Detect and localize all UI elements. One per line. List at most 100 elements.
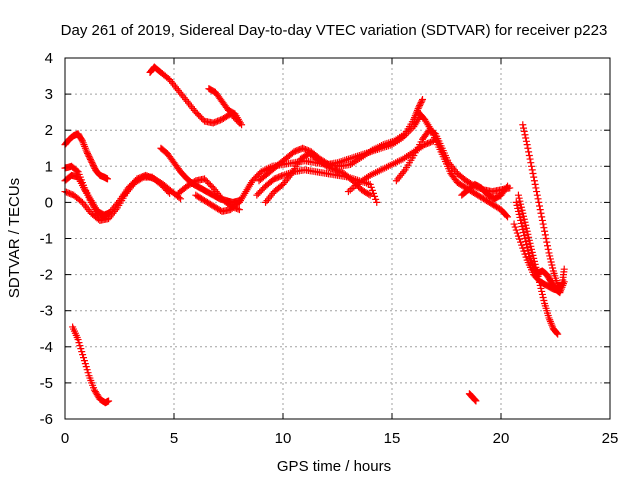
data-point (80, 354, 88, 362)
data-point (522, 224, 530, 232)
data-point (84, 149, 92, 157)
data-point (538, 290, 546, 298)
y-tick-label: -4 (40, 339, 53, 356)
y-tick-label: -6 (40, 411, 53, 428)
data-point (77, 345, 85, 353)
data-point (238, 121, 246, 129)
data-marks (61, 63, 568, 407)
data-point (516, 213, 524, 221)
y-tick-label: -1 (40, 231, 53, 248)
data-point (539, 220, 547, 228)
data-point (537, 284, 545, 292)
data-point (546, 252, 554, 260)
data-point (513, 201, 521, 209)
data-point (417, 99, 425, 107)
data-point (81, 360, 89, 368)
data-point (539, 293, 547, 301)
data-point (517, 203, 525, 211)
data-point (522, 221, 530, 229)
data-point (560, 278, 568, 286)
data-point (529, 170, 537, 178)
data-point (235, 206, 243, 214)
data-point (538, 216, 546, 224)
data-point (75, 339, 83, 347)
data-point (88, 158, 96, 166)
data-point (526, 239, 534, 247)
data-point (84, 369, 92, 377)
data-point (532, 184, 540, 192)
chart-title: Day 261 of 2019, Sidereal Day-to-day VTE… (61, 22, 608, 39)
data-point (542, 235, 550, 242)
series-arc-22 (510, 220, 564, 295)
data-point (373, 198, 381, 206)
data-point (540, 296, 548, 304)
data-point (514, 207, 522, 215)
data-point (83, 366, 91, 374)
data-point (511, 223, 519, 231)
x-axis-label: GPS time / hours (277, 458, 391, 475)
data-point (365, 190, 373, 198)
data-point (520, 212, 528, 220)
data-point (533, 188, 541, 196)
data-point (521, 218, 529, 226)
data-point (525, 233, 533, 241)
data-point (516, 197, 524, 205)
data-point (530, 177, 538, 185)
series-arc-7 (205, 85, 246, 129)
data-point (553, 329, 561, 337)
data-point (504, 182, 512, 190)
data-point (524, 230, 532, 238)
data-point (526, 155, 534, 163)
data-point (548, 261, 556, 269)
data-point (522, 253, 530, 261)
series-arc-5 (69, 323, 113, 407)
data-point (366, 180, 374, 188)
data-point (415, 103, 423, 111)
data-point (89, 161, 97, 169)
data-point (83, 148, 91, 156)
data-point (86, 155, 94, 163)
data-point (472, 397, 480, 405)
data-point (536, 206, 544, 214)
data-point (544, 245, 552, 253)
data-point (537, 209, 545, 217)
data-point (87, 157, 95, 165)
data-point (522, 238, 530, 246)
series-arc-16 (414, 108, 512, 221)
data-point (530, 173, 538, 181)
data-point (520, 231, 528, 239)
data-point (516, 235, 524, 243)
data-point (541, 227, 549, 235)
data-point (536, 202, 544, 210)
data-point (528, 245, 536, 253)
data-point (278, 172, 286, 180)
data-point (418, 97, 426, 105)
data-point (105, 209, 113, 217)
x-tick-label: 25 (602, 430, 619, 447)
y-tick-label: 2 (45, 122, 53, 139)
data-point (520, 127, 528, 135)
data-point (175, 194, 183, 202)
data-point (522, 241, 530, 249)
x-tick-label: 10 (275, 430, 292, 447)
data-point (517, 219, 525, 227)
data-point (534, 195, 542, 203)
data-point (528, 248, 536, 256)
data-point (543, 238, 551, 246)
data-point (416, 102, 424, 110)
data-point (76, 342, 84, 350)
data-point (368, 186, 376, 194)
data-point (84, 151, 92, 159)
data-point (518, 241, 526, 249)
data-point (521, 235, 529, 242)
data-point (556, 287, 564, 295)
y-tick-label: -5 (40, 375, 53, 392)
data-point (510, 220, 518, 228)
data-point (323, 160, 331, 168)
data-point (545, 249, 553, 257)
x-tick-label: 5 (170, 430, 178, 447)
series-arc-19 (514, 191, 562, 338)
data-point (531, 180, 539, 188)
series-arc-14 (344, 137, 437, 196)
